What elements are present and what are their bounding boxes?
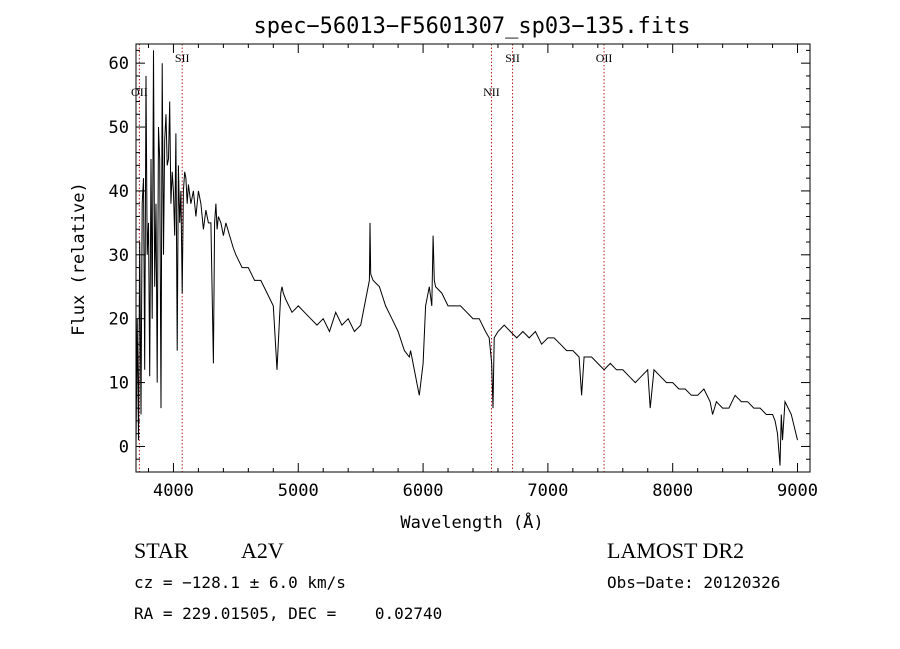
emission-line-label: SII <box>505 51 520 65</box>
y-tick-label: 10 <box>109 374 129 394</box>
emission-line-label: OII <box>596 51 613 65</box>
emission-line-markers: OII SII NII SII OII <box>131 44 612 472</box>
chart-title: spec−56013−F5601307_sp03−135.fits <box>253 14 690 39</box>
y-tick-label: 30 <box>109 246 129 266</box>
x-tick-label: 8000 <box>652 481 693 501</box>
object-class: STAR <box>134 538 189 563</box>
emission-line-label: NII <box>483 85 500 99</box>
emission-line-label: OII <box>131 85 148 99</box>
plot-area <box>135 50 798 466</box>
x-tick-label: 4000 <box>153 481 194 501</box>
y-axis-label: Flux (relative) <box>69 182 89 336</box>
y-tick-label: 0 <box>119 437 129 457</box>
y-tick-label: 60 <box>109 54 129 74</box>
redshift-cz: cz = −128.1 ± 6.0 km/s <box>134 573 346 592</box>
y-tick-label: 40 <box>109 182 129 202</box>
x-tick-label: 5000 <box>278 481 319 501</box>
y-tick-label: 50 <box>109 118 129 138</box>
x-axis-label: Wavelength (Å) <box>400 511 543 533</box>
emission-line-label: SII <box>175 51 190 65</box>
observation-date: Obs−Date: 20120326 <box>607 573 781 592</box>
object-subclass: A2V <box>241 538 284 563</box>
x-tick-label: 9000 <box>777 481 818 501</box>
spectrum-series-line <box>135 50 798 466</box>
x-tick-label: 6000 <box>403 481 444 501</box>
x-tick-label: 7000 <box>527 481 568 501</box>
survey-name: LAMOST DR2 <box>607 538 745 563</box>
axes: 4000 5000 6000 7000 8000 9000 0 10 20 30 40 50 60 <box>109 43 818 501</box>
y-tick-label: 20 <box>109 310 129 330</box>
ra-dec-coordinates: RA = 229.01505, DEC = 0.02740 <box>134 604 443 623</box>
